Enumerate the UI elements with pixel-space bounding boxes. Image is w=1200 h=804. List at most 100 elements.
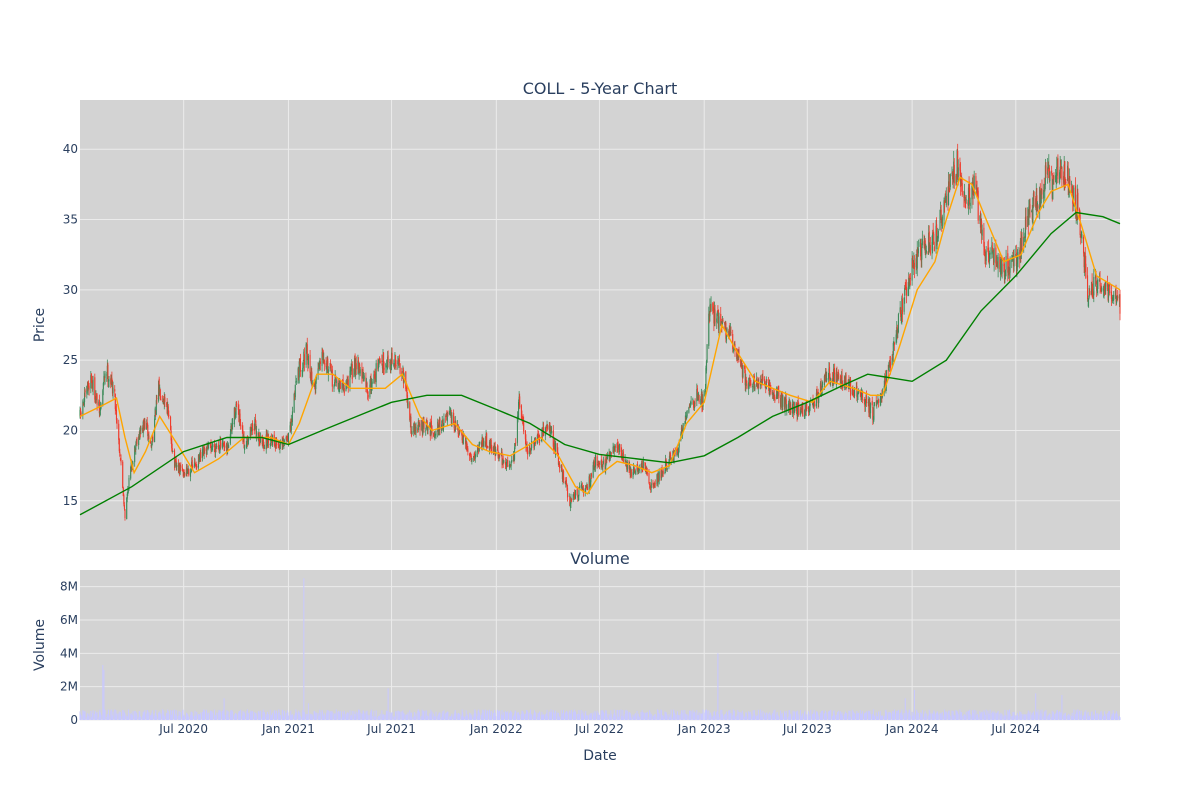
candle-down-body bbox=[123, 495, 125, 505]
volume-bar bbox=[570, 713, 572, 720]
candle-down-body bbox=[423, 420, 425, 429]
candle-down-body bbox=[824, 375, 826, 377]
volume-bar bbox=[1032, 716, 1034, 720]
candle-down-body bbox=[601, 459, 603, 463]
candle-up-body bbox=[1087, 300, 1089, 302]
candle-down-body bbox=[418, 423, 420, 425]
volume-bar bbox=[637, 716, 639, 720]
volume-bar bbox=[275, 713, 277, 720]
candle-down-body bbox=[86, 387, 88, 391]
volume-bar bbox=[462, 716, 464, 720]
volume-bar bbox=[150, 715, 152, 720]
volume-bar bbox=[733, 710, 735, 720]
candle-up-body bbox=[721, 321, 724, 324]
volume-bar bbox=[669, 717, 671, 720]
candle-up-body bbox=[359, 369, 361, 374]
candle-down-body bbox=[929, 245, 931, 254]
volume-bar bbox=[597, 716, 599, 720]
volume-bar bbox=[548, 711, 550, 720]
volume-bar bbox=[442, 715, 444, 720]
candle-down-body bbox=[204, 447, 206, 451]
candle-down-body bbox=[490, 440, 492, 448]
volume-bar bbox=[367, 715, 369, 720]
candle-down-body bbox=[1085, 263, 1087, 278]
candle-down-body bbox=[466, 441, 468, 448]
candle-up-body bbox=[924, 243, 926, 244]
volume-bar bbox=[413, 716, 415, 720]
volume-bar bbox=[708, 715, 710, 720]
candle-down-body bbox=[103, 377, 106, 380]
candle-down-body bbox=[261, 435, 263, 445]
volume-bar bbox=[191, 711, 193, 720]
candle-down-body bbox=[694, 402, 696, 404]
volume-bar bbox=[1059, 714, 1061, 720]
candle-down-body bbox=[462, 440, 464, 443]
candle-up-body bbox=[729, 330, 731, 335]
candle-up-body bbox=[819, 383, 821, 393]
candle-up-body bbox=[248, 437, 250, 441]
candle-down-body bbox=[852, 390, 854, 395]
volume-bar bbox=[758, 713, 760, 720]
volume-bar bbox=[281, 709, 283, 720]
volume-bar bbox=[897, 710, 899, 720]
volume-bar bbox=[613, 714, 615, 720]
candle-up-body bbox=[333, 385, 335, 389]
volume-bar bbox=[311, 715, 313, 720]
volume-bar bbox=[150, 715, 152, 720]
volume-bar bbox=[565, 712, 567, 720]
volume-bar bbox=[829, 712, 831, 720]
volume-bar bbox=[1118, 715, 1120, 720]
price-plot-area[interactable] bbox=[80, 100, 1120, 550]
candle-up-body bbox=[290, 418, 292, 431]
candle-down-body bbox=[524, 430, 526, 440]
volume-bar bbox=[297, 712, 299, 720]
volume-plot-area[interactable] bbox=[80, 570, 1120, 720]
candle-down-body bbox=[1000, 260, 1003, 273]
volume-bar bbox=[594, 710, 596, 720]
volume-bar bbox=[180, 717, 182, 720]
candle-up-body bbox=[1047, 167, 1049, 175]
candle-up-body bbox=[609, 453, 611, 460]
candle-up-body bbox=[957, 167, 959, 178]
volume-bar bbox=[286, 717, 288, 720]
volume-bar bbox=[618, 710, 620, 720]
volume-bar bbox=[236, 714, 238, 720]
volume-bar bbox=[519, 714, 521, 720]
volume-bar bbox=[754, 714, 756, 720]
volume-bar bbox=[863, 713, 865, 720]
candle-down-body bbox=[720, 313, 722, 326]
volume-bar bbox=[700, 713, 702, 720]
candle-up-body bbox=[544, 432, 546, 436]
volume-bar bbox=[856, 711, 858, 720]
candle-down-body bbox=[215, 444, 217, 449]
volume-bar bbox=[405, 714, 407, 720]
volume-bar bbox=[983, 711, 985, 720]
volume-bar bbox=[143, 711, 145, 720]
candle-up-body bbox=[251, 423, 253, 431]
candle-down-body bbox=[1053, 175, 1055, 180]
candle-down-body bbox=[774, 396, 776, 402]
candle-up-body bbox=[338, 388, 340, 390]
candle-down-body bbox=[893, 343, 896, 345]
candle-up-body bbox=[1067, 165, 1069, 181]
volume-bar bbox=[661, 710, 663, 720]
volume-bar bbox=[953, 715, 955, 720]
volume-bar bbox=[370, 710, 372, 720]
candle-up-body bbox=[704, 390, 706, 396]
candle-down-body bbox=[1043, 186, 1045, 188]
volume-bar bbox=[602, 710, 604, 720]
candle-up-body bbox=[331, 371, 333, 373]
volume-bar bbox=[231, 710, 233, 720]
volume-bar bbox=[90, 717, 92, 720]
volume-bar bbox=[883, 715, 885, 720]
candle-down-body bbox=[825, 372, 827, 382]
volume-bar bbox=[342, 714, 344, 720]
candle-up-body bbox=[645, 468, 647, 474]
candle-up-body bbox=[854, 390, 856, 396]
candle-down-body bbox=[465, 437, 467, 444]
candle-down-body bbox=[766, 379, 768, 381]
candle-down-body bbox=[693, 403, 695, 407]
candle-up-body bbox=[318, 363, 320, 367]
volume-bar bbox=[302, 712, 304, 720]
candle-down-body bbox=[1039, 188, 1041, 204]
